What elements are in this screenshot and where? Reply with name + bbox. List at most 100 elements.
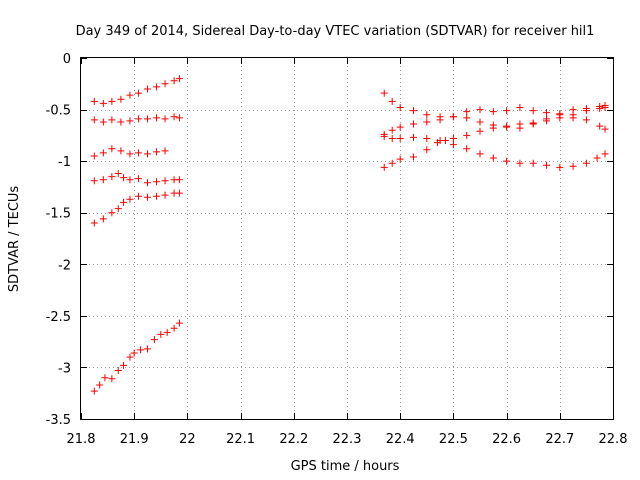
data-point bbox=[529, 159, 537, 167]
data-point bbox=[516, 159, 524, 167]
chart-title: Day 349 of 2014, Sidereal Day-to-day VTE… bbox=[76, 24, 595, 39]
data-point bbox=[134, 149, 142, 157]
data-point bbox=[99, 176, 107, 184]
data-point bbox=[433, 139, 441, 147]
data-point bbox=[117, 147, 125, 155]
data-point bbox=[476, 127, 484, 135]
data-point bbox=[108, 173, 116, 181]
data-point bbox=[396, 104, 404, 112]
data-point bbox=[130, 349, 138, 357]
data-point bbox=[108, 116, 116, 124]
data-point bbox=[114, 367, 122, 375]
data-point bbox=[601, 125, 609, 133]
data-point bbox=[596, 122, 604, 130]
x-tick-label: 22.1 bbox=[226, 432, 255, 447]
data-point bbox=[99, 118, 107, 126]
data-point bbox=[388, 126, 396, 134]
data-point bbox=[489, 154, 497, 162]
data-point bbox=[449, 113, 457, 121]
y-tick-label: -0.5 bbox=[46, 104, 71, 119]
series-track-i bbox=[380, 132, 609, 171]
y-tick-label: -2 bbox=[58, 258, 71, 273]
data-point bbox=[90, 219, 98, 227]
x-tick-label: 22.3 bbox=[333, 432, 362, 447]
series-track-e bbox=[90, 189, 183, 227]
data-point bbox=[134, 89, 142, 97]
data-point bbox=[126, 176, 134, 184]
data-point bbox=[388, 134, 396, 142]
data-point bbox=[436, 116, 444, 124]
data-point bbox=[449, 141, 457, 149]
data-point bbox=[90, 387, 98, 395]
data-point bbox=[99, 99, 107, 107]
series-track-h bbox=[380, 101, 609, 138]
data-point bbox=[175, 75, 183, 83]
data-point bbox=[120, 361, 128, 369]
data-point bbox=[161, 147, 169, 155]
data-point bbox=[463, 131, 471, 139]
data-point bbox=[569, 162, 577, 170]
data-point bbox=[126, 91, 134, 99]
data-point bbox=[134, 192, 142, 200]
data-point bbox=[144, 345, 151, 353]
x-tick-label: 22.6 bbox=[492, 432, 521, 447]
data-point bbox=[175, 176, 183, 184]
data-point bbox=[114, 170, 122, 178]
data-point bbox=[543, 109, 550, 117]
data-point bbox=[153, 114, 161, 122]
grid-lines bbox=[81, 58, 613, 419]
data-point bbox=[126, 195, 134, 203]
data-point bbox=[157, 330, 165, 338]
data-point bbox=[134, 175, 142, 183]
data-point bbox=[144, 179, 151, 187]
data-point bbox=[163, 328, 171, 336]
data-point bbox=[601, 104, 609, 112]
data-point bbox=[396, 123, 404, 131]
x-tick-label: 21.9 bbox=[120, 432, 149, 447]
data-point bbox=[582, 107, 590, 115]
data-point bbox=[126, 353, 134, 361]
axis-ticks bbox=[81, 58, 614, 420]
data-point bbox=[503, 122, 511, 130]
data-point bbox=[134, 115, 142, 123]
data-point bbox=[449, 134, 457, 142]
data-point bbox=[423, 146, 431, 154]
data-point bbox=[396, 155, 404, 163]
data-point bbox=[388, 159, 396, 167]
data-point bbox=[529, 107, 537, 115]
data-point bbox=[380, 132, 388, 140]
data-point bbox=[543, 117, 550, 125]
data-point bbox=[153, 192, 161, 200]
y-tick-label: -1.5 bbox=[46, 207, 71, 222]
data-point bbox=[153, 178, 161, 186]
data-point bbox=[556, 114, 564, 122]
data-point bbox=[593, 154, 601, 162]
data-point bbox=[175, 114, 183, 122]
data-point bbox=[144, 193, 151, 201]
series-track-a bbox=[90, 75, 183, 107]
data-point bbox=[137, 346, 145, 354]
data-point bbox=[423, 134, 431, 142]
data-point bbox=[144, 150, 151, 158]
data-point bbox=[161, 191, 169, 199]
series-track-d bbox=[90, 170, 183, 187]
series-track-j bbox=[380, 104, 609, 171]
x-tick-label: 21.8 bbox=[67, 432, 96, 447]
y-tick-label: -2.5 bbox=[46, 310, 71, 325]
data-point bbox=[516, 104, 524, 112]
data-point bbox=[569, 111, 577, 119]
data-point bbox=[90, 116, 98, 124]
data-point bbox=[90, 152, 98, 160]
data-point bbox=[410, 133, 417, 141]
series-track-b bbox=[90, 113, 183, 126]
y-tick-label: -1 bbox=[58, 155, 71, 170]
data-point bbox=[90, 177, 98, 185]
data-point bbox=[150, 336, 158, 344]
data-point bbox=[516, 120, 524, 128]
data-point bbox=[556, 163, 564, 171]
data-point bbox=[96, 381, 104, 389]
data-point bbox=[170, 113, 178, 121]
data-point bbox=[161, 115, 169, 123]
data-point bbox=[410, 107, 417, 115]
